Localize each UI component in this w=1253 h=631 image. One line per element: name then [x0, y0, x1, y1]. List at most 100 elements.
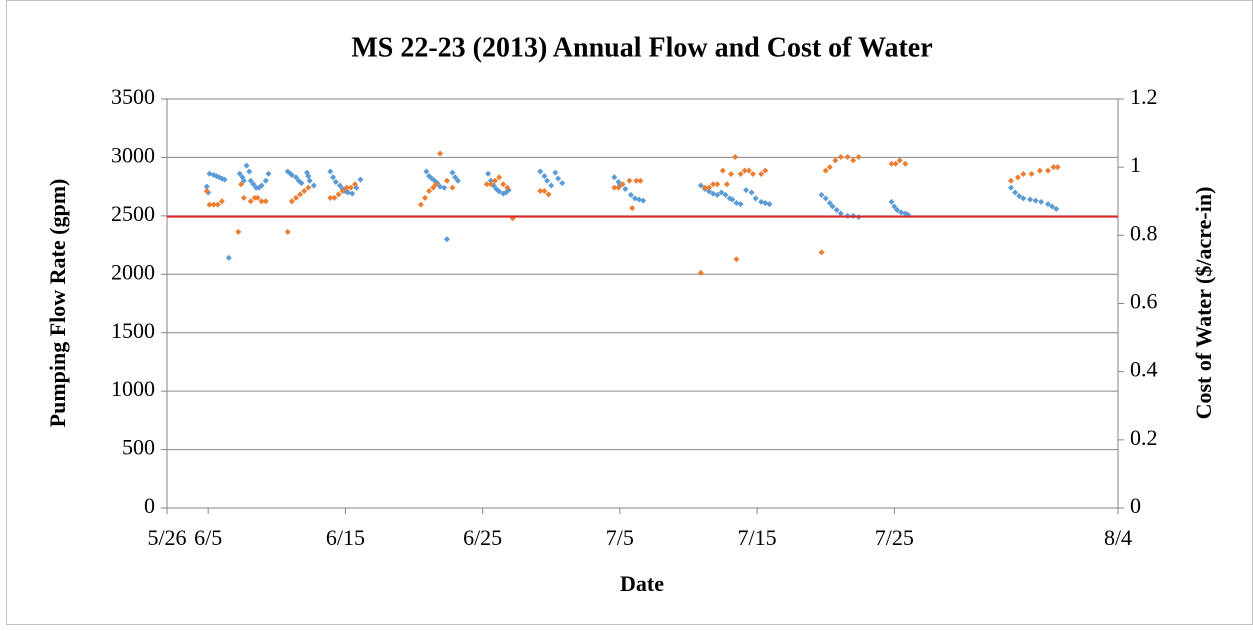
y-tick-label: 0 — [144, 493, 155, 518]
data-point — [902, 160, 909, 167]
data-point — [1016, 192, 1023, 199]
data-point — [441, 184, 448, 191]
data-point — [254, 194, 261, 201]
chart-frame — [6, 0, 1253, 625]
data-point — [1049, 203, 1056, 210]
data-point — [837, 210, 844, 217]
data-point — [210, 201, 217, 208]
data-point — [706, 184, 713, 191]
data-point — [487, 177, 494, 184]
data-point — [246, 168, 253, 175]
data-point — [855, 153, 862, 160]
data-point — [894, 207, 901, 214]
data-point — [822, 167, 829, 174]
data-point — [443, 236, 450, 243]
data-point — [701, 184, 708, 191]
y2-axis-title: Cost of Water ($/acre-in) — [1191, 187, 1216, 420]
data-point — [206, 201, 213, 208]
data-point — [818, 249, 825, 256]
data-point — [310, 182, 317, 189]
data-point — [238, 181, 245, 188]
data-point — [1053, 205, 1060, 212]
data-point — [421, 194, 428, 201]
data-point — [357, 176, 364, 183]
data-point — [258, 182, 265, 189]
data-point — [850, 157, 857, 164]
data-point — [203, 183, 210, 190]
data-point — [633, 177, 640, 184]
data-point — [537, 188, 544, 195]
y2-tick-label: 1.2 — [1130, 84, 1158, 109]
data-point — [1020, 195, 1027, 202]
x-tick-label: 6/5 — [194, 525, 222, 550]
data-point — [247, 177, 254, 184]
data-point — [218, 198, 225, 205]
data-point — [327, 194, 334, 201]
data-point — [1020, 170, 1027, 177]
data-point — [496, 174, 503, 181]
data-point — [1054, 164, 1061, 171]
data-point — [1032, 197, 1039, 204]
data-point — [262, 198, 269, 205]
data-point — [640, 197, 647, 204]
data-point — [327, 168, 334, 175]
data-point — [430, 184, 437, 191]
data-point — [888, 160, 895, 167]
data-point — [541, 188, 548, 195]
data-point — [1050, 164, 1057, 171]
data-point — [288, 171, 295, 178]
data-point — [423, 168, 430, 175]
data-point — [301, 188, 308, 195]
data-point — [1027, 196, 1034, 203]
data-point — [541, 173, 548, 180]
data-point — [896, 157, 903, 164]
data-point — [737, 201, 744, 208]
data-point — [454, 177, 461, 184]
data-point — [729, 196, 736, 203]
y-tick-label: 3000 — [111, 142, 155, 167]
data-point — [437, 150, 444, 157]
data-point — [487, 181, 494, 188]
data-point — [452, 174, 459, 181]
data-point — [626, 177, 633, 184]
data-point — [443, 177, 450, 184]
x-tick-label: 7/15 — [738, 525, 777, 550]
data-point — [629, 205, 636, 212]
data-point — [339, 188, 346, 195]
data-point — [745, 167, 752, 174]
data-point — [741, 167, 748, 174]
x-axis-title: Date — [620, 571, 664, 596]
data-point — [622, 185, 629, 192]
data-point — [449, 169, 456, 176]
data-point — [733, 256, 740, 263]
data-point — [826, 200, 833, 207]
data-point — [298, 180, 305, 187]
y-tick-label: 500 — [122, 435, 155, 460]
data-point — [225, 254, 232, 261]
chart-title: MS 22-23 (2013) Annual Flow and Cost of … — [351, 32, 932, 63]
data-point — [485, 170, 492, 177]
data-point — [330, 174, 337, 181]
data-point — [426, 188, 433, 195]
data-point — [548, 182, 555, 189]
data-point — [247, 198, 254, 205]
data-point — [697, 269, 704, 276]
data-point — [332, 178, 339, 185]
data-point — [888, 198, 895, 205]
data-point — [766, 201, 773, 208]
data-point — [335, 191, 342, 198]
data-point — [818, 191, 825, 198]
data-point — [833, 207, 840, 214]
data-point — [449, 184, 456, 191]
y-tick-label: 1500 — [111, 318, 155, 343]
data-point — [559, 180, 566, 187]
data-point — [545, 191, 552, 198]
data-point — [719, 167, 726, 174]
data-point — [743, 187, 750, 194]
data-point — [706, 188, 713, 195]
data-point — [732, 153, 739, 160]
data-point — [826, 164, 833, 171]
data-point — [306, 177, 313, 184]
data-point — [235, 228, 242, 235]
data-point — [544, 177, 551, 184]
